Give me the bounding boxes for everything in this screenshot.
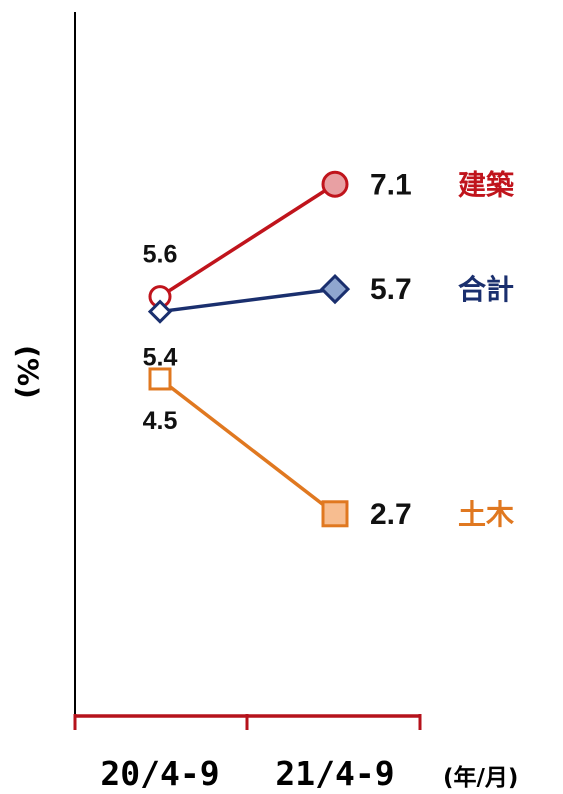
series-line <box>158 377 337 516</box>
x-tick-label: 21/4-9 <box>275 754 394 793</box>
series-group: 5.6 7.1 建築 5.4 5.7 合計 4.5 2.7 土木 <box>143 168 515 531</box>
x-axis-unit: (年/月) <box>443 764 518 791</box>
y-axis-label: (%) <box>12 345 45 399</box>
data-label: 2.7 <box>370 498 412 531</box>
series-name-label: 建築 <box>458 168 515 201</box>
x-tick-label: 20/4-9 <box>100 754 219 793</box>
x-axis <box>73 714 422 730</box>
data-point-marker <box>147 299 173 324</box>
data-label: 4.5 <box>143 407 178 435</box>
data-point-marker <box>319 273 351 305</box>
series-square: 4.5 2.7 土木 <box>143 367 514 531</box>
x-tick-labels: 20/4-9 21/4-9 <box>100 754 394 793</box>
data-point-marker <box>321 170 349 198</box>
data-point-marker <box>321 500 349 528</box>
series-name-label: 合計 <box>458 273 514 306</box>
series-line <box>159 182 336 299</box>
data-point-marker <box>148 367 172 391</box>
data-label: 5.4 <box>143 344 178 372</box>
data-label: 5.7 <box>370 273 412 306</box>
series-name-label: 土木 <box>458 498 514 531</box>
series-diamond: 5.4 5.7 合計 <box>143 273 514 371</box>
series-line <box>159 287 336 314</box>
data-label: 5.6 <box>143 241 178 269</box>
data-label: 7.1 <box>370 168 412 201</box>
series-circle: 5.6 7.1 建築 <box>143 168 515 309</box>
